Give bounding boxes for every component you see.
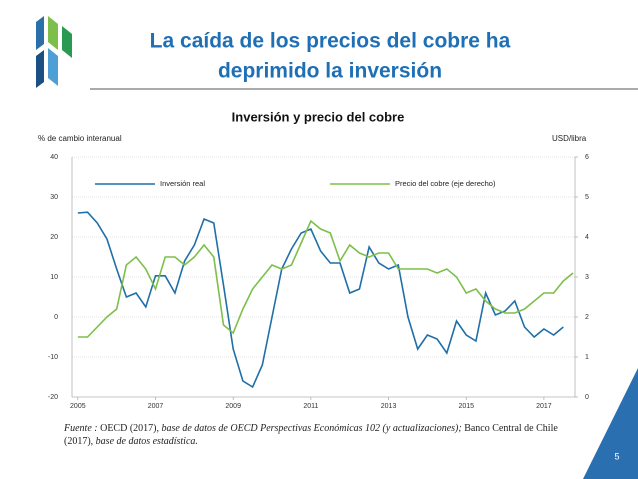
y-tick-label: 30	[50, 194, 58, 201]
y2-tick-label: 6	[585, 154, 589, 161]
y-tick-label: -10	[48, 354, 58, 361]
legend-label: Inversión real	[160, 179, 205, 188]
logo	[36, 16, 72, 88]
source-note: Fuente : OECD (2017), base de datos de O…	[64, 422, 564, 448]
y2-tick-label: 0	[585, 394, 589, 401]
y2-tick-label: 5	[585, 194, 589, 201]
y-tick-label: 20	[50, 234, 58, 241]
y2-tick-label: 4	[585, 234, 589, 241]
slide-title: deprimido la inversión	[218, 60, 442, 83]
source-segment: OECD (2017),	[100, 423, 162, 434]
y-tick-label: -20	[48, 394, 58, 401]
slide-title: La caída de los precios del cobre ha	[150, 30, 511, 53]
y2-tick-label: 2	[585, 314, 589, 321]
x-tick-label: 2017	[536, 403, 552, 410]
series-line	[77, 211, 564, 389]
x-tick-label: 2011	[303, 403, 318, 410]
page-corner	[583, 368, 638, 479]
x-tick-label: 2013	[381, 403, 397, 410]
source-segment: base de datos estadística.	[95, 436, 198, 447]
y2-tick-label: 3	[585, 274, 589, 281]
x-tick-label: 2015	[458, 403, 474, 410]
y2-tick-label: 1	[585, 354, 589, 361]
y-tick-label: 40	[50, 154, 58, 161]
page-number: 5	[614, 451, 619, 461]
source-segment: Banco Central de Chile (2017),	[64, 423, 558, 447]
y-axis-label: % de cambio interanual	[38, 134, 122, 143]
series-line	[77, 219, 574, 338]
y-tick-label: 0	[54, 314, 58, 321]
source-segment: Fuente :	[64, 423, 101, 434]
x-tick-label: 2005	[70, 403, 86, 410]
x-tick-label: 2007	[148, 403, 164, 410]
legend-label: Precio del cobre (eje derecho)	[395, 179, 496, 188]
y-tick-label: 10	[50, 274, 58, 281]
x-tick-label: 2009	[225, 403, 241, 410]
y2-axis-label: USD/libra	[552, 134, 587, 143]
source-segment: base de datos de OECD Perspectivas Econó…	[161, 423, 465, 434]
chart-title: Inversión y precio del cobre	[232, 109, 405, 124]
